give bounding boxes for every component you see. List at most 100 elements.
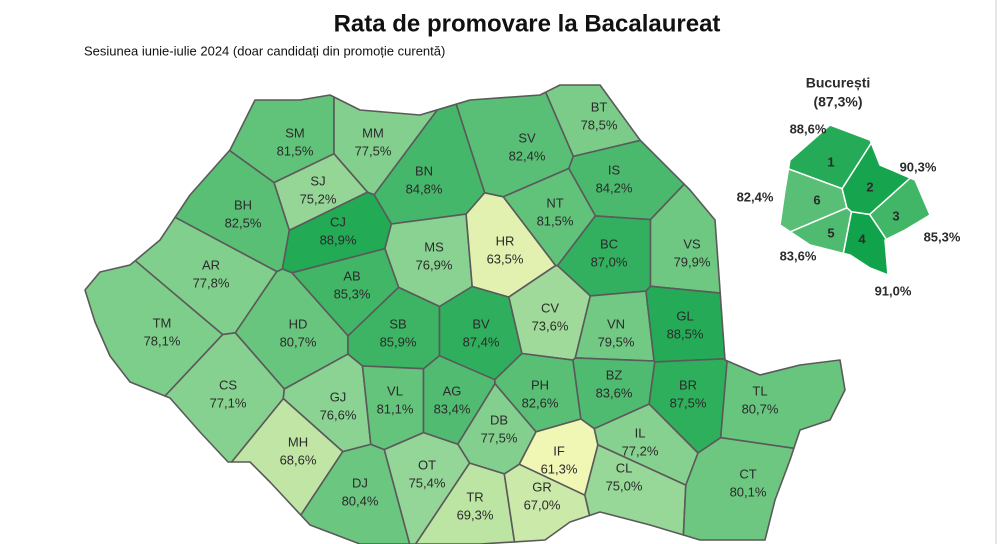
county-value: 87,0% bbox=[591, 254, 628, 269]
county-code: BN bbox=[415, 163, 433, 178]
county-code: MM bbox=[362, 125, 384, 140]
county-code: TL bbox=[752, 383, 767, 398]
county-value: 61,3% bbox=[541, 461, 578, 476]
county-value: 85,3% bbox=[334, 286, 371, 301]
sector-number: 3 bbox=[892, 208, 899, 223]
county-value: 80,7% bbox=[280, 334, 317, 349]
county-value: 80,4% bbox=[342, 493, 379, 508]
county-value: 79,5% bbox=[598, 334, 635, 349]
county-code: CT bbox=[739, 466, 756, 481]
county-code: SV bbox=[518, 130, 536, 145]
county-value: 88,9% bbox=[320, 232, 357, 247]
county-value: 83,6% bbox=[596, 385, 633, 400]
county-value: 84,8% bbox=[406, 181, 443, 196]
sector-value: 88,6% bbox=[790, 121, 827, 136]
county-code: OT bbox=[418, 457, 436, 472]
county-code: GJ bbox=[330, 389, 347, 404]
county-value: 81,1% bbox=[377, 401, 414, 416]
sector-number: 4 bbox=[858, 231, 866, 246]
sector-value: 91,0% bbox=[875, 283, 912, 298]
county-code: IS bbox=[608, 162, 621, 177]
county-value: 77,5% bbox=[481, 430, 518, 445]
county-value: 84,2% bbox=[596, 180, 633, 195]
county-code: CL bbox=[616, 460, 633, 475]
county bbox=[84, 259, 224, 397]
sector-number: 6 bbox=[813, 192, 820, 207]
county-value: 77,2% bbox=[622, 443, 659, 458]
county-code: AB bbox=[343, 268, 360, 283]
sector-value: 90,3% bbox=[900, 159, 937, 174]
county bbox=[719, 359, 846, 450]
county-code: AG bbox=[443, 383, 462, 398]
sector-value: 85,3% bbox=[924, 229, 961, 244]
bucharest-name: București bbox=[806, 75, 871, 91]
sector-value: 83,6% bbox=[780, 248, 817, 263]
title: Rata de promovare la Bacalaureat bbox=[334, 10, 721, 37]
county-value: 78,5% bbox=[581, 117, 618, 132]
county-code: SB bbox=[389, 316, 406, 331]
county-value: 81,5% bbox=[537, 213, 574, 228]
county-value: 77,8% bbox=[193, 275, 230, 290]
county-code: HR bbox=[496, 233, 515, 248]
county-value: 77,1% bbox=[210, 395, 247, 410]
county bbox=[299, 443, 411, 544]
county bbox=[682, 436, 795, 541]
county-code: BZ bbox=[606, 367, 623, 382]
county-code: BT bbox=[591, 99, 608, 114]
county-value: 82,6% bbox=[522, 395, 559, 410]
county-code: HD bbox=[289, 316, 308, 331]
county-code: PH bbox=[531, 377, 549, 392]
sector bbox=[842, 210, 889, 277]
county-value: 88,5% bbox=[667, 326, 704, 341]
county-value: 75,4% bbox=[409, 475, 446, 490]
county-code: IF bbox=[553, 443, 565, 458]
county-value: 83,4% bbox=[434, 401, 471, 416]
regions: SM 81,5% MM 77,5% BT 78,5% SV 82,4% BN 84,8% SJ 75,… bbox=[84, 84, 961, 544]
county-code: BH bbox=[234, 197, 252, 212]
sector-number: 1 bbox=[827, 154, 834, 169]
county-value: 80,1% bbox=[730, 484, 767, 499]
county-code: GL bbox=[676, 308, 693, 323]
county-value: 82,4% bbox=[509, 148, 546, 163]
county-code: CV bbox=[541, 300, 559, 315]
subtitle: Sesiunea iunie-iulie 2024 (doar candidaț… bbox=[84, 43, 445, 58]
sector-value: 82,4% bbox=[737, 189, 774, 204]
county-code: CJ bbox=[330, 214, 346, 229]
county-value: 73,6% bbox=[532, 318, 569, 333]
sector bbox=[779, 167, 848, 233]
county-value: 87,5% bbox=[670, 395, 707, 410]
county-value: 81,5% bbox=[277, 143, 314, 158]
county-code: GR bbox=[532, 479, 552, 494]
county-code: AR bbox=[202, 257, 220, 272]
county-value: 79,9% bbox=[674, 254, 711, 269]
county-code: SJ bbox=[310, 173, 325, 188]
county-value: 80,7% bbox=[742, 401, 779, 416]
county-code: NT bbox=[546, 195, 563, 210]
county-code: VN bbox=[607, 316, 625, 331]
county-value: 78,1% bbox=[144, 333, 181, 348]
county-code: CS bbox=[219, 377, 237, 392]
county bbox=[649, 183, 722, 294]
county-value: 68,6% bbox=[280, 452, 317, 467]
county-code: DJ bbox=[352, 475, 368, 490]
county-value: 76,6% bbox=[320, 407, 357, 422]
county-value: 69,3% bbox=[457, 507, 494, 522]
county-value: 75,2% bbox=[300, 191, 337, 206]
county-code: IL bbox=[635, 425, 646, 440]
county bbox=[503, 463, 591, 543]
county-value: 85,9% bbox=[380, 334, 417, 349]
county-code: VS bbox=[683, 236, 701, 251]
county-value: 77,5% bbox=[355, 143, 392, 158]
county-code: SM bbox=[285, 125, 305, 140]
county-code: TR bbox=[466, 489, 483, 504]
county bbox=[645, 285, 726, 363]
county-code: TM bbox=[153, 315, 172, 330]
sector-number: 5 bbox=[827, 225, 834, 240]
county-code: MS bbox=[424, 239, 444, 254]
county-value: 76,9% bbox=[416, 257, 453, 272]
county-code: MH bbox=[288, 434, 308, 449]
county-code: VL bbox=[387, 383, 403, 398]
county-value: 63,5% bbox=[487, 251, 524, 266]
county-value: 82,5% bbox=[225, 215, 262, 230]
